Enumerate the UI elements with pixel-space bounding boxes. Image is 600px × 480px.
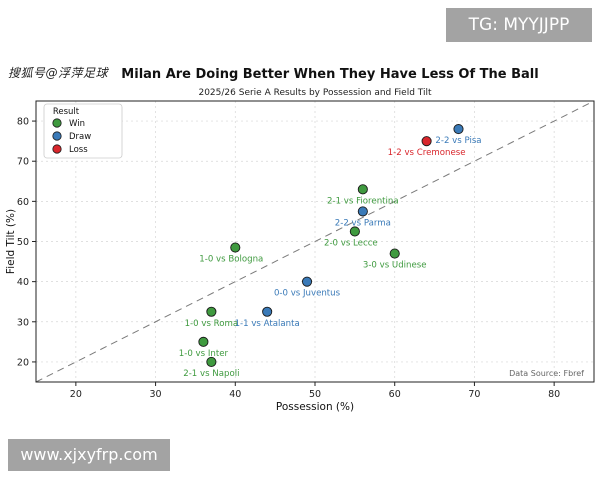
y-tick-label: 20 — [17, 357, 29, 368]
x-tick-label: 40 — [229, 389, 241, 400]
legend-label: Win — [69, 119, 85, 129]
data-point-draw — [262, 306, 273, 317]
y-tick-label: 40 — [17, 277, 29, 288]
data-label: 1-1 vs Atalanta — [235, 319, 300, 329]
data-label: 1-0 vs Roma — [185, 319, 239, 329]
y-tick-label: 60 — [17, 197, 29, 208]
data-label: 2-0 vs Lecce — [324, 238, 378, 248]
data-label: 2-2 vs Parma — [335, 218, 391, 228]
legend-marker-win — [52, 118, 62, 128]
data-point-win — [349, 226, 360, 237]
y-tick-label: 30 — [17, 317, 29, 328]
data-label: 1-0 vs Inter — [179, 349, 229, 359]
source-note: Data Source: Fbref — [509, 369, 584, 378]
data-label: 2-2 vs Pisa — [435, 136, 481, 146]
data-point-win — [389, 248, 400, 259]
x-axis-label: Possession (%) — [276, 401, 354, 413]
data-point-draw — [453, 124, 464, 135]
legend-title: Result — [53, 107, 80, 117]
x-tick-label: 20 — [70, 389, 82, 400]
data-point-win — [206, 306, 217, 317]
data-point-draw — [357, 206, 368, 217]
watermark-text: 搜狐号@浮萍足球 — [8, 66, 109, 80]
legend-label: Loss — [69, 145, 88, 155]
data-point-win — [206, 356, 217, 367]
y-tick-label: 80 — [17, 117, 29, 128]
data-point-loss — [421, 136, 432, 147]
x-tick-label: 30 — [150, 389, 162, 400]
x-tick-label: 70 — [468, 389, 480, 400]
x-tick-label: 60 — [389, 389, 401, 400]
diagonal-reference-line — [35, 100, 595, 383]
chart-subtitle: 2025/26 Serie A Results by Possession an… — [198, 88, 432, 98]
url-banner: www.xjxyfrp.com — [8, 439, 170, 471]
data-label: 2-1 vs Napoli — [183, 369, 239, 379]
data-label: 2-1 vs Fiorentina — [327, 196, 399, 206]
legend-label: Draw — [69, 132, 91, 142]
data-point-win — [198, 336, 209, 347]
y-axis-label: Field Tilt (%) — [5, 209, 17, 274]
y-tick-label: 50 — [17, 237, 29, 248]
data-label: 3-0 vs Udinese — [363, 261, 427, 271]
data-point-draw — [301, 276, 313, 287]
data-point-win — [357, 184, 368, 195]
data-point-win — [230, 242, 241, 253]
data-label: 1-0 vs Bologna — [199, 255, 263, 265]
chart-title: Milan Are Doing Better When They Have Le… — [121, 67, 538, 82]
x-tick-label: 50 — [309, 389, 321, 400]
data-label: 1-2 vs Cremonese — [388, 148, 466, 158]
tg-banner: TG: MYYJJPP — [446, 8, 592, 42]
legend-marker-draw — [52, 131, 62, 141]
x-tick-label: 80 — [548, 389, 560, 400]
data-label: 0-0 vs Juventus — [274, 289, 341, 299]
legend-box — [43, 103, 123, 159]
legend-marker-loss — [52, 144, 62, 154]
y-tick-label: 70 — [17, 157, 29, 168]
